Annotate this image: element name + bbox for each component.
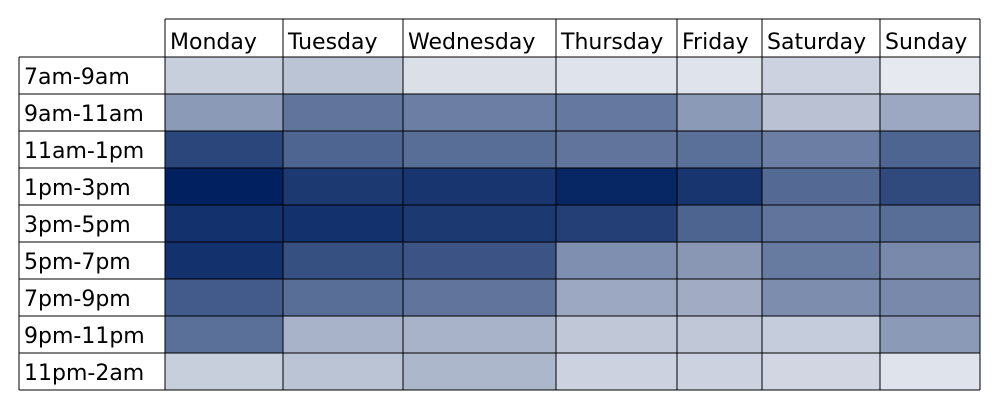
heatmap-cell-3pm-5pm-Tuesday xyxy=(283,205,403,242)
heatmap-cell-3pm-5pm-Sunday xyxy=(880,205,980,242)
heatmap-cell-3pm-5pm-Friday xyxy=(677,205,762,242)
row-header-11pm-2am: 11pm-2am xyxy=(24,361,144,386)
row-header-9pm-11pm: 9pm-11pm xyxy=(24,324,145,349)
heatmap-cell-1pm-3pm-Wednesday xyxy=(403,168,556,205)
heatmap-cell-11am-1pm-Sunday xyxy=(880,131,980,168)
heatmap-cell-9pm-11pm-Friday xyxy=(677,316,762,353)
heatmap-cell-7am-9am-Wednesday xyxy=(403,57,556,94)
row-header-5pm-7pm: 5pm-7pm xyxy=(24,250,131,275)
column-header-sunday: Sunday xyxy=(885,30,967,55)
heatmap-cell-9am-11am-Thursday xyxy=(556,94,677,131)
heatmap-cell-9am-11am-Monday xyxy=(165,94,283,131)
row-header-11am-1pm: 11am-1pm xyxy=(24,139,144,164)
row-header-1pm-3pm: 1pm-3pm xyxy=(24,176,131,201)
heatmap-cell-11am-1pm-Wednesday xyxy=(403,131,556,168)
heatmap-cell-7pm-9pm-Wednesday xyxy=(403,279,556,316)
heatmap-cell-7am-9am-Monday xyxy=(165,57,283,94)
heatmap-cell-9pm-11pm-Thursday xyxy=(556,316,677,353)
heatmap-cell-11am-1pm-Monday xyxy=(165,131,283,168)
heatmap-cell-5pm-7pm-Thursday xyxy=(556,242,677,279)
heatmap-cell-9pm-11pm-Sunday xyxy=(880,316,980,353)
heatmap-cell-5pm-7pm-Monday xyxy=(165,242,283,279)
heatmap-cell-11pm-2am-Tuesday xyxy=(283,353,403,390)
heatmap-cell-9am-11am-Friday xyxy=(677,94,762,131)
heatmap-cell-7pm-9pm-Saturday xyxy=(762,279,880,316)
heatmap-cell-11pm-2am-Friday xyxy=(677,353,762,390)
heatmap-cell-1pm-3pm-Saturday xyxy=(762,168,880,205)
column-headers: Monday Tuesday Wednesday Thursday Friday Satu… xyxy=(170,30,967,55)
heatmap-cell-5pm-7pm-Wednesday xyxy=(403,242,556,279)
heatmap-cell-9am-11am-Sunday xyxy=(880,94,980,131)
heatmap-cell-7pm-9pm-Thursday xyxy=(556,279,677,316)
heatmap-cell-11pm-2am-Saturday xyxy=(762,353,880,390)
heatmap-cell-1pm-3pm-Tuesday xyxy=(283,168,403,205)
heatmap-cell-7pm-9pm-Tuesday xyxy=(283,279,403,316)
heatmap-cell-3pm-5pm-Saturday xyxy=(762,205,880,242)
column-header-tuesday: Tuesday xyxy=(287,30,378,55)
heatmap-cell-7am-9am-Thursday xyxy=(556,57,677,94)
heatmap-cell-11pm-2am-Wednesday xyxy=(403,353,556,390)
heatmap-cell-11pm-2am-Sunday xyxy=(880,353,980,390)
heatmap-cell-7pm-9pm-Monday xyxy=(165,279,283,316)
heatmap-cell-9pm-11pm-Saturday xyxy=(762,316,880,353)
heatmap-cell-3pm-5pm-Monday xyxy=(165,205,283,242)
heatmap-cell-11pm-2am-Monday xyxy=(165,353,283,390)
table-grid-lines xyxy=(18,18,981,391)
column-header-saturday: Saturday xyxy=(767,30,866,55)
heatmap-cell-9am-11am-Tuesday xyxy=(283,94,403,131)
heatmap-cell-3pm-5pm-Thursday xyxy=(556,205,677,242)
heatmap-cell-3pm-5pm-Wednesday xyxy=(403,205,556,242)
heatmap-cell-7am-9am-Tuesday xyxy=(283,57,403,94)
heatmap-cell-9pm-11pm-Monday xyxy=(165,316,283,353)
row-header-9am-11am: 9am-11am xyxy=(24,102,144,127)
heatmap-cell-5pm-7pm-Saturday xyxy=(762,242,880,279)
heatmap-cell-7pm-9pm-Sunday xyxy=(880,279,980,316)
heatmap-cell-5pm-7pm-Sunday xyxy=(880,242,980,279)
row-header-7am-9am: 7am-9am xyxy=(24,65,130,90)
row-header-3pm-5pm: 3pm-5pm xyxy=(24,213,131,238)
column-header-friday: Friday xyxy=(682,30,749,55)
column-header-wednesday: Wednesday xyxy=(408,30,535,55)
heatmap-cell-9pm-11pm-Wednesday xyxy=(403,316,556,353)
heatmap-cell-11am-1pm-Thursday xyxy=(556,131,677,168)
heatmap-cell-9pm-11pm-Tuesday xyxy=(283,316,403,353)
heatmap-cell-7am-9am-Friday xyxy=(677,57,762,94)
heatmap-cell-11am-1pm-Tuesday xyxy=(283,131,403,168)
heatmap-cell-11am-1pm-Saturday xyxy=(762,131,880,168)
heatmap-cell-9am-11am-Saturday xyxy=(762,94,880,131)
column-header-thursday: Thursday xyxy=(560,30,663,55)
row-header-7pm-9pm: 7pm-9pm xyxy=(24,287,131,312)
heatmap-cell-11pm-2am-Thursday xyxy=(556,353,677,390)
heatmap-cells xyxy=(165,57,980,390)
heatmap-cell-5pm-7pm-Tuesday xyxy=(283,242,403,279)
heatmap-cell-5pm-7pm-Friday xyxy=(677,242,762,279)
row-headers: 7am-9am 9am-11am 11am-1pm 1pm-3pm 3pm-5pm 5pm… xyxy=(24,65,145,386)
heatmap-cell-7am-9am-Saturday xyxy=(762,57,880,94)
column-header-monday: Monday xyxy=(170,30,257,55)
heatmap-cell-1pm-3pm-Thursday xyxy=(556,168,677,205)
heatmap-cell-1pm-3pm-Monday xyxy=(165,168,283,205)
heatmap-cell-7am-9am-Sunday xyxy=(880,57,980,94)
heatmap-cell-9am-11am-Wednesday xyxy=(403,94,556,131)
heatmap-cell-7pm-9pm-Friday xyxy=(677,279,762,316)
heatmap-cell-11am-1pm-Friday xyxy=(677,131,762,168)
heatmap-cell-1pm-3pm-Sunday xyxy=(880,168,980,205)
heatmap-cell-1pm-3pm-Friday xyxy=(677,168,762,205)
